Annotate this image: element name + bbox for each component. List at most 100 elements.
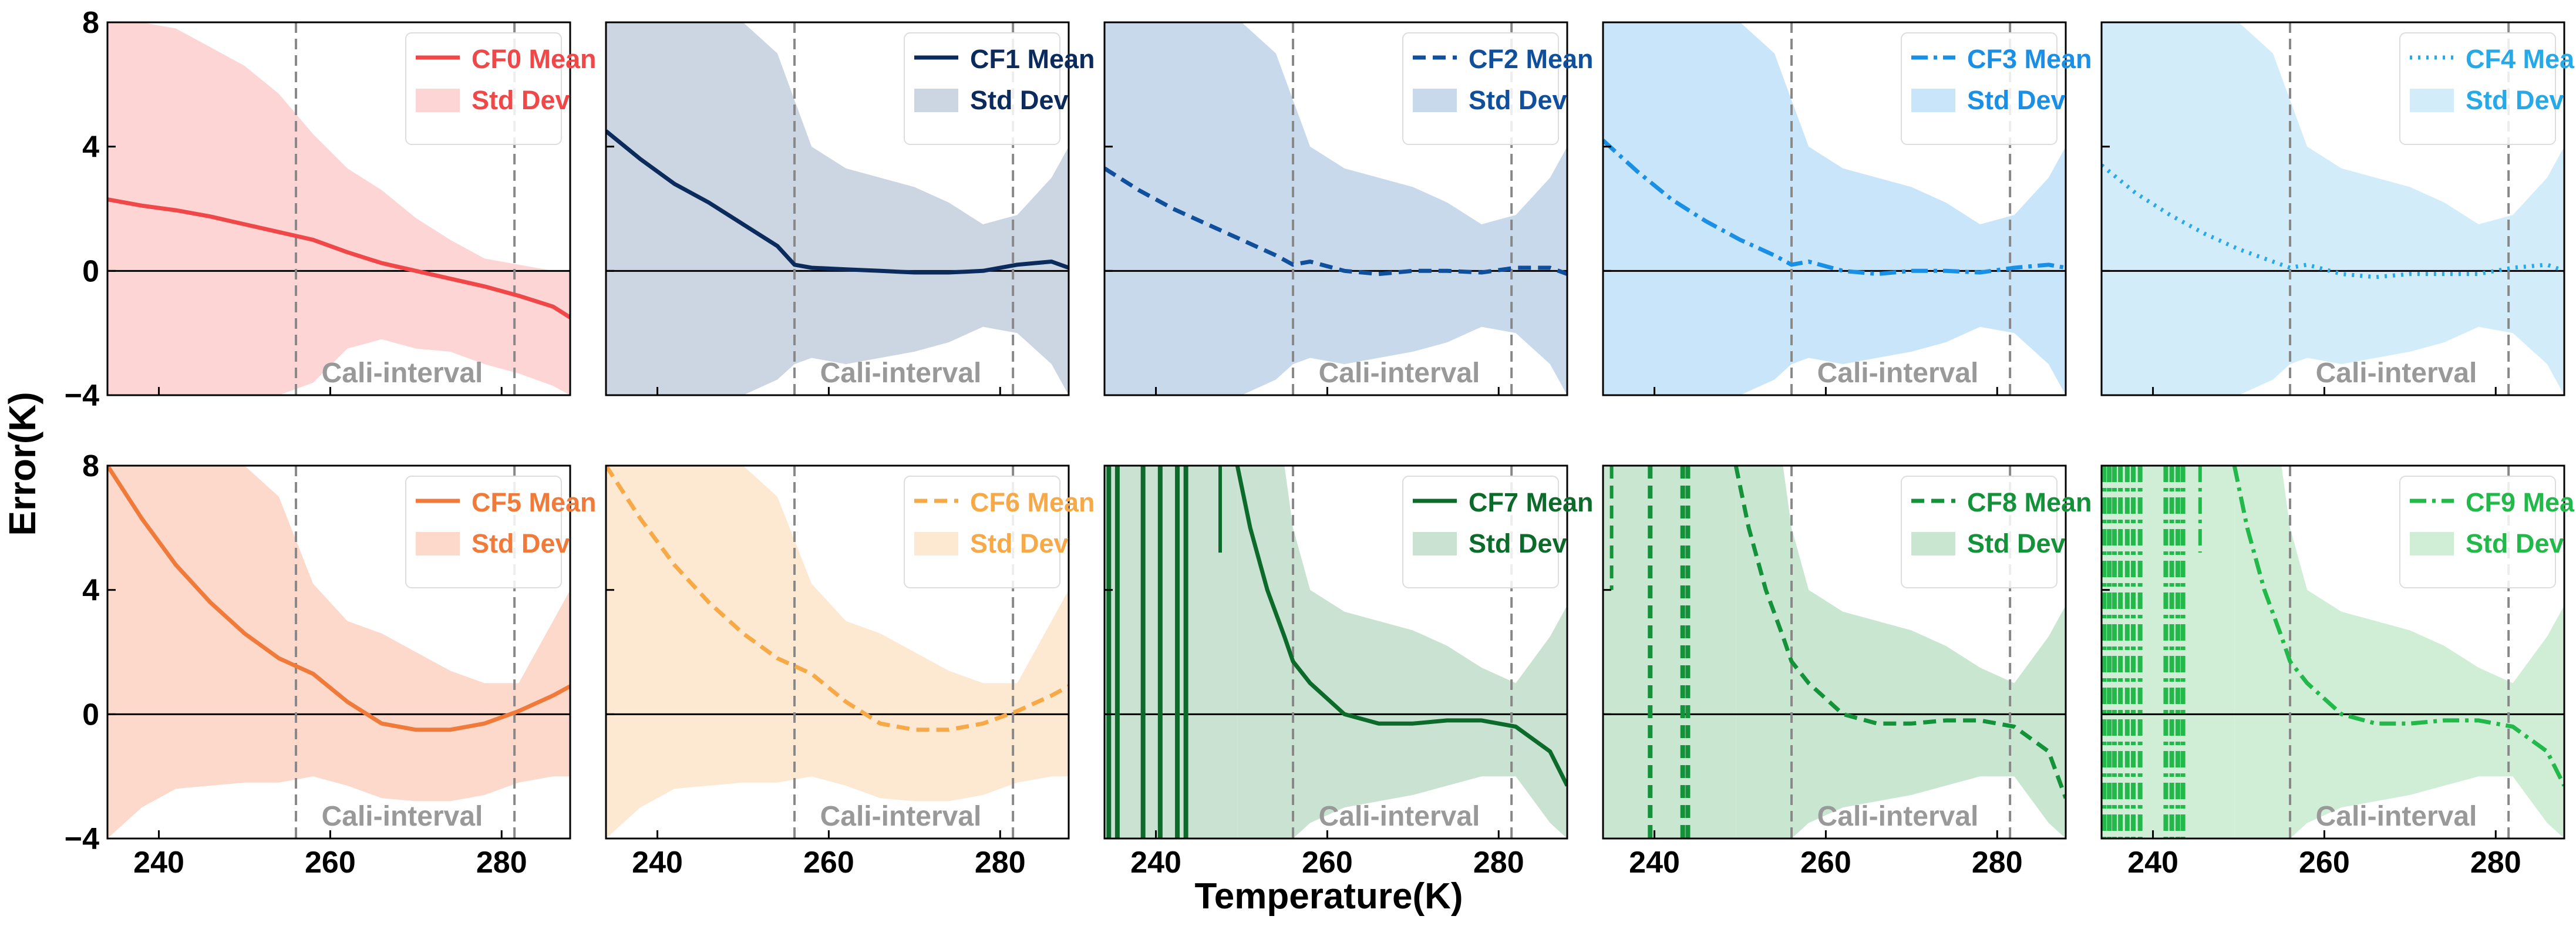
y-tick-label: −4 — [65, 379, 99, 413]
legend: CF1 Mean Std Dev — [904, 32, 1095, 145]
legend-std-label: Std Dev — [472, 85, 570, 115]
legend-mean-label: CF0 Mean — [472, 44, 597, 74]
legend-mean-label: CF9 Mean — [2466, 487, 2576, 517]
legend: CF8 Mean Std Dev — [1901, 476, 2092, 588]
x-tick-label: 260 — [305, 846, 356, 880]
legend-box — [405, 32, 562, 145]
cali-interval-label: Cali-interval — [820, 801, 982, 832]
panel-frame — [1602, 21, 2067, 396]
legend-mean-label: CF6 Mean — [970, 487, 1095, 517]
x-tick-label: 260 — [2299, 846, 2350, 880]
x-tick-label: 260 — [803, 846, 854, 880]
x-tick-label: 240 — [2127, 846, 2178, 880]
y-tick-label: 0 — [82, 254, 99, 288]
y-tick-label: 4 — [82, 574, 99, 608]
legend-std-swatch — [416, 89, 460, 112]
legend-box — [904, 476, 1060, 588]
y-tick-label: −4 — [65, 822, 99, 856]
mean-line — [606, 466, 1069, 732]
panel-frame — [1602, 464, 2067, 840]
legend-mean-label: CF2 Mean — [1469, 44, 1594, 74]
cali-interval-label: Cali-interval — [2316, 801, 2477, 832]
x-tick-label: 260 — [1302, 846, 1353, 880]
legend: CF9 Mean Std Dev — [2399, 476, 2576, 588]
plot-area — [2102, 22, 2564, 395]
x-tick-label: 280 — [476, 846, 527, 880]
legend-std-label: Std Dev — [1469, 85, 1567, 115]
legend-std-swatch — [2410, 532, 2454, 555]
x-tick-label: 260 — [1800, 846, 1851, 880]
panel-cf0: −4 0 4 8 CF0 Mean Std Dev Cali-interval — [65, 6, 597, 413]
legend-std-label: Std Dev — [970, 85, 1069, 115]
legend-std-swatch — [1911, 89, 1955, 112]
std-band — [1603, 22, 2066, 395]
std-band — [2234, 466, 2564, 839]
legend-std-label: Std Dev — [970, 528, 1069, 558]
cali-interval-label: Cali-interval — [820, 358, 982, 389]
y-tick-label: 0 — [82, 698, 99, 732]
panel-frame — [2100, 21, 2565, 396]
y-tick-label: 4 — [82, 130, 99, 164]
legend-std-swatch — [2410, 89, 2454, 112]
std-band-left-fill — [1105, 466, 1238, 839]
cali-interval-label: Cali-interval — [1319, 358, 1480, 389]
legend-std-swatch — [1911, 532, 1955, 555]
legend-box — [2399, 32, 2556, 145]
x-tick-label: 280 — [1473, 846, 1524, 880]
plot-area — [1105, 466, 1567, 839]
legend-mean-label: CF8 Mean — [1967, 487, 2092, 517]
legend: CF5 Mean Std Dev — [405, 476, 597, 588]
panel-frame — [2100, 464, 2565, 840]
panel-cf1: CF1 Mean Std Dev Cali-interval — [605, 21, 1095, 396]
legend-box — [1402, 32, 1559, 145]
plot-area — [606, 22, 1069, 395]
y-tick-label: 8 — [82, 449, 99, 483]
panel-cf3: CF3 Mean Std Dev Cali-interval — [1602, 21, 2092, 396]
plot-area — [1603, 22, 2066, 395]
mean-line — [1235, 466, 1567, 787]
std-band — [2102, 22, 2564, 395]
x-tick-label: 240 — [632, 846, 683, 880]
cali-interval-label: Cali-interval — [1319, 801, 1480, 832]
panel-frame — [605, 21, 1070, 396]
legend-std-swatch — [1413, 532, 1457, 555]
cali-interval-label: Cali-interval — [1817, 801, 1979, 832]
panel-cf9: 240 260 280 CF9 Mean Std Dev Cali-interval — [2100, 464, 2576, 880]
legend-std-swatch — [416, 532, 460, 555]
x-axis-label: Temperature(K) — [1194, 876, 1463, 917]
legend-box — [2399, 476, 2556, 588]
panel-cf6: 240 260 280 CF6 Mean Std Dev Cali-interval — [605, 464, 1095, 880]
legend-box — [904, 32, 1060, 145]
cali-interval-label: Cali-interval — [322, 358, 483, 389]
legend-std-label: Std Dev — [1469, 528, 1567, 558]
x-tick-label: 240 — [133, 846, 184, 880]
panel-frame — [1103, 464, 1568, 840]
panel-cf7: 240 260 280 CF7 Mean Std Dev Cali-interval — [1103, 464, 1594, 880]
legend-std-swatch — [914, 89, 958, 112]
legend-mean-label: CF4 Mean — [2466, 44, 2576, 74]
panel-cf2: CF2 Mean Std Dev Cali-interval — [1103, 21, 1594, 396]
panel-frame — [106, 464, 571, 840]
legend-box — [1901, 476, 2058, 588]
std-band — [606, 22, 1069, 395]
legend-box — [405, 476, 562, 588]
panel-frame — [1103, 21, 1568, 396]
mean-line — [107, 197, 570, 319]
legend-mean-label: CF7 Mean — [1469, 487, 1594, 517]
x-tick-label: 280 — [2470, 846, 2521, 880]
mean-line — [2232, 466, 2564, 787]
legend-std-label: Std Dev — [1967, 85, 2066, 115]
legend-std-label: Std Dev — [1967, 528, 2066, 558]
x-tick-label: 280 — [975, 846, 1026, 880]
x-tick-label: 240 — [1629, 846, 1680, 880]
legend-std-label: Std Dev — [2466, 528, 2564, 558]
y-tick-label: 8 — [82, 6, 99, 40]
legend-mean-label: CF3 Mean — [1967, 44, 2092, 74]
x-tick-label: 240 — [1130, 846, 1181, 880]
legend: CF2 Mean Std Dev — [1402, 32, 1594, 145]
plot-area — [107, 466, 570, 839]
legend-std-label: Std Dev — [2466, 85, 2564, 115]
panel-cf8: 240 260 280 CF8 Mean Std Dev Cali-interval — [1602, 464, 2092, 880]
